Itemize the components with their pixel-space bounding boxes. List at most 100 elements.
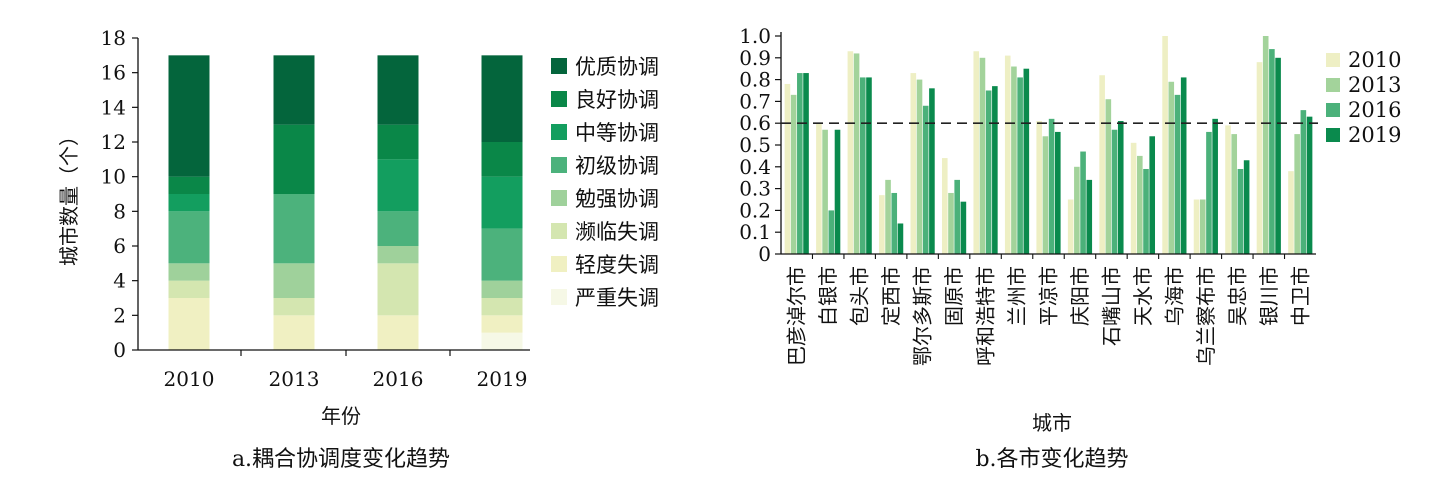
bar-segment [481,55,523,143]
bar [954,179,960,254]
bar [879,195,885,254]
bar [922,105,929,254]
x-tick-label: 乌兰察布市 [1194,266,1218,366]
bar-segment [273,298,315,316]
y-tick-label: 0.5 [739,133,771,157]
bar [828,210,835,254]
legend-swatch [1326,53,1340,67]
bar [1055,131,1061,254]
bar-segment [273,55,315,125]
bar [853,53,860,254]
x-tick-label: 包头市 [848,266,872,326]
bar [1256,62,1263,254]
bar-segment [377,315,419,350]
bar [897,223,904,254]
bar [859,77,866,254]
bar [847,51,854,255]
x-tick-label: 固原市 [942,266,966,326]
x-tick-label: 2016 [373,367,424,391]
y-tick-label: 0 [113,338,126,362]
legend-label: 初级协调 [575,154,659,178]
y-tick-label: 0.2 [739,198,771,222]
bar [1288,171,1294,254]
chart-a-axes [132,37,530,356]
legend-swatch [551,256,567,272]
y-tick-label: 16 [101,61,126,85]
bar-segment [168,211,210,264]
bar-segment [481,298,523,316]
bar [1262,36,1269,254]
bar [1180,77,1187,254]
x-tick-label: 吴忠市 [1225,266,1249,326]
bar [1275,57,1281,254]
bar [1099,75,1105,255]
y-tick-label: 0.3 [739,177,771,201]
x-tick-label: 庆阳市 [1068,266,1092,326]
legend-swatch [551,223,567,239]
bar-segment [377,246,419,264]
bar [1212,118,1218,254]
chart-a-x-axis-label: 年份 [321,404,361,428]
bar [1111,129,1118,254]
bar [1174,94,1181,254]
x-tick-label: 银川市 [1257,266,1281,326]
bar-segment [377,211,419,246]
bar [985,90,992,254]
x-tick-label: 巴彦淖尔市 [785,266,809,366]
bar [1237,168,1244,254]
bar-segment [168,176,210,194]
bar [891,192,898,254]
bar [1067,199,1074,254]
bar [885,179,891,254]
bar [1036,121,1042,255]
chart-a: 0 2 4 6 8 10 12 14 16 18 2010 2013 2016 2019 优质协调良好协… [57,26,659,472]
y-tick-label: 0.8 [739,68,771,92]
bar [1168,81,1175,254]
bar-segment [377,124,419,160]
legend-swatch [1326,103,1340,117]
legend-swatch [551,91,567,107]
y-tick-label: 0 [758,242,771,266]
bar-segment [377,55,419,125]
bar [834,129,841,254]
legend-label: 优质协调 [575,55,659,79]
bar-segment [168,280,210,298]
legend-label: 良好协调 [575,88,659,112]
legend-label: 勉强协调 [575,187,659,211]
chart-a-caption: a.耦合协调度变化趋势 [232,447,450,472]
y-tick-label: 1.0 [739,24,771,48]
legend-swatch [551,190,567,206]
legend-label: 严重失调 [575,286,659,310]
bar-segment [481,280,523,298]
bar [910,73,917,254]
chart-a-y-tick-labels: 0 2 4 6 8 10 12 14 16 18 [101,26,126,362]
bar-segment [273,315,315,350]
bar-segment [168,298,210,350]
bar-segment [481,176,523,229]
x-tick-label: 呼和浩特市 [974,266,998,366]
bar-segment [481,332,523,350]
y-tick-label: 12 [101,130,126,154]
chart-a-x-tick-labels: 2010 2013 2016 2019 [164,367,528,391]
bar-segment [273,124,315,194]
bar [1193,199,1200,254]
legend-label: 中等协调 [575,121,659,145]
legend-swatch [551,124,567,140]
chart-b-bars [784,36,1313,255]
chart-b: 00.10.20.30.40.50.60.70.80.91.0 巴彦淖尔市 白银市… [739,24,1401,472]
bar-segment [481,228,523,281]
bar [948,192,954,254]
bar [1225,125,1231,254]
y-tick-label: 0.4 [739,155,771,179]
bar [1243,160,1250,254]
bar-segment [377,263,419,316]
legend-swatch [1326,78,1340,92]
x-tick-label: 2019 [477,367,528,391]
legend-label: 濒临失调 [575,220,659,244]
x-tick-label: 平凉市 [1037,266,1061,326]
x-tick-label: 石嘴山市 [1099,266,1123,346]
bar [1149,136,1156,254]
x-tick-label: 白银市 [816,266,840,326]
